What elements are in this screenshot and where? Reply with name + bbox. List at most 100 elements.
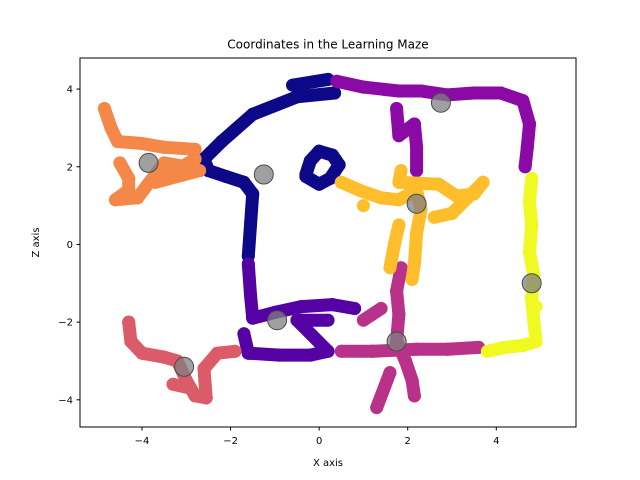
data-point (312, 177, 326, 191)
y-axis-label: Z axis (31, 227, 42, 257)
data-point (122, 315, 136, 329)
data-point (334, 175, 348, 189)
data-point (244, 288, 257, 302)
trajectory-series (480, 171, 543, 358)
marker-layer (138, 92, 542, 377)
data-point (321, 313, 335, 327)
data-point (392, 84, 406, 98)
x-axis-label: X axis (313, 458, 343, 469)
data-point (410, 140, 424, 154)
data-point (157, 156, 171, 170)
data-point (467, 187, 481, 201)
data-point (467, 86, 481, 100)
data-point (272, 348, 286, 362)
data-point (414, 84, 428, 98)
data-point (334, 344, 348, 358)
data-point (157, 140, 171, 154)
landmark-marker (430, 92, 451, 113)
y-tick-label: 0 (67, 240, 73, 251)
data-point (520, 140, 534, 154)
data-point (494, 86, 508, 100)
data-point (374, 302, 388, 315)
trajectory-series (122, 315, 242, 405)
data-point (199, 391, 213, 405)
landmark-marker (521, 273, 542, 294)
x-axis: −4 −2 0 2 4 (135, 427, 499, 447)
data-point (356, 313, 370, 327)
landmark-marker (406, 193, 427, 214)
data-point (135, 346, 149, 360)
data-point (299, 170, 313, 183)
x-tick-label: −2 (223, 436, 238, 447)
data-point (392, 129, 406, 143)
data-point (246, 107, 260, 121)
data-point (197, 362, 211, 376)
y-tick-label: −4 (58, 395, 73, 406)
trajectory-series (197, 72, 342, 263)
data-point (523, 245, 536, 259)
data-point (392, 175, 406, 189)
data-point (219, 170, 233, 183)
data-point (179, 160, 193, 174)
data-point (410, 226, 424, 240)
data-point (449, 189, 463, 203)
trajectory-series (299, 144, 346, 191)
data-point (476, 175, 490, 189)
axes-frame (79, 57, 577, 428)
data-point (441, 342, 455, 356)
trajectory-series (330, 74, 536, 178)
data-point (407, 257, 421, 271)
x-tick-label: 2 (405, 436, 411, 447)
x-tick-label: 4 (493, 436, 499, 447)
landmark-marker (267, 310, 288, 331)
data-point (108, 193, 122, 207)
data-point (410, 342, 424, 356)
landmark-marker (386, 331, 407, 352)
y-axis: −4 −2 0 2 4 (58, 85, 80, 406)
data-point (113, 156, 127, 170)
data-point (529, 335, 543, 348)
data-point (122, 171, 136, 185)
data-point (135, 137, 149, 150)
trajectory-series (97, 102, 207, 207)
data-point (387, 237, 401, 251)
data-point (246, 187, 260, 201)
data-point (516, 94, 530, 108)
trajectory-segment (246, 90, 304, 121)
data-point (370, 401, 384, 415)
data-point (246, 311, 260, 325)
data-point (193, 164, 207, 178)
x-tick-label: 0 (316, 436, 322, 447)
data-point (407, 117, 421, 131)
data-point (188, 142, 202, 156)
data-point (104, 121, 118, 135)
trajectory-segment (392, 175, 446, 191)
data-point (241, 257, 255, 271)
data-point (427, 210, 441, 224)
data-point (328, 86, 342, 100)
data-point (303, 348, 317, 362)
data-point (111, 135, 125, 148)
data-point (407, 389, 421, 403)
x-tick-label: −4 (135, 436, 150, 447)
data-point (392, 218, 406, 232)
data-point (383, 261, 397, 275)
data-point (405, 272, 419, 286)
data-point (124, 335, 138, 348)
data-point (215, 135, 229, 148)
data-point (237, 327, 251, 341)
data-point (228, 344, 242, 358)
data-point (122, 183, 136, 197)
chart-title: Coordinates in the Learning Maze (227, 38, 428, 52)
data-point (518, 160, 532, 174)
data-point (157, 350, 171, 364)
data-point (390, 284, 404, 298)
data-point (97, 102, 111, 115)
data-point (131, 191, 145, 205)
data-point (432, 177, 446, 191)
data-point (525, 171, 539, 185)
data-point (529, 300, 543, 314)
data-point (516, 338, 530, 352)
data-point (523, 117, 536, 131)
